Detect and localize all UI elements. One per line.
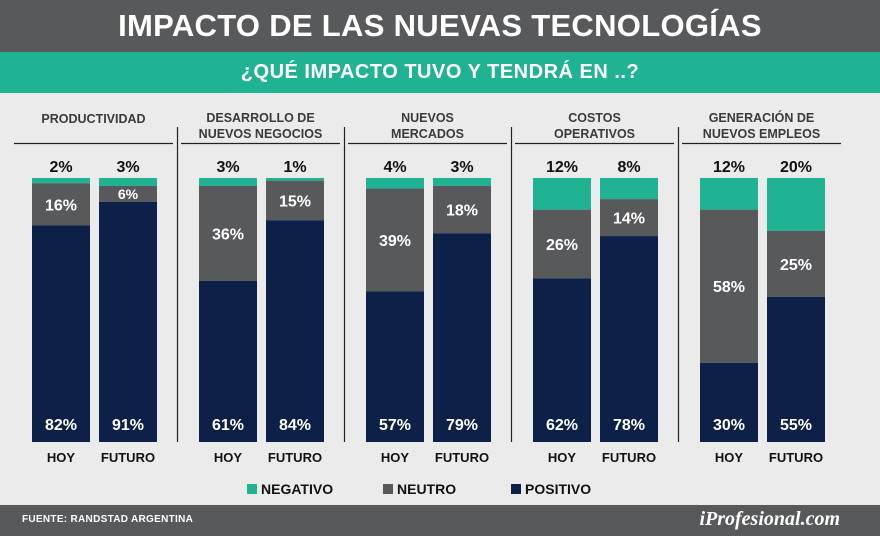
bar-negativo — [700, 178, 758, 210]
bar-negativo — [32, 178, 90, 184]
label-positivo: 91% — [112, 417, 144, 434]
label-negativo: 20% — [780, 159, 812, 176]
legend-label: NEUTRO — [397, 481, 456, 497]
label-neutro: 16% — [45, 197, 77, 214]
label-neutro: 25% — [780, 257, 812, 274]
label-negativo: 2% — [49, 159, 72, 176]
bar-negativo — [99, 178, 157, 186]
bar-neutro — [600, 199, 658, 237]
category-label: FUTURO — [435, 450, 489, 465]
chart-title: IMPACTO DE LAS NUEVAS TECNOLOGÍAS — [118, 8, 762, 43]
label-neutro: 6% — [118, 186, 139, 202]
panel-title: PRODUCTIVIDAD — [41, 112, 145, 126]
label-neutro: 26% — [546, 237, 578, 254]
source-note: FUENTE: RANDSTAD ARGENTINA — [22, 514, 194, 525]
bar-neutro — [767, 230, 825, 297]
label-negativo: 1% — [283, 159, 306, 176]
category-label: HOY — [715, 450, 744, 465]
category-label: FUTURO — [268, 450, 322, 465]
category-label: FUTURO — [101, 450, 155, 465]
label-positivo: 79% — [446, 417, 478, 434]
label-positivo: 61% — [212, 417, 244, 434]
label-neutro: 14% — [613, 211, 645, 228]
label-negativo: 12% — [546, 159, 578, 176]
chart-subtitle: ¿QUÉ IMPACTO TUVO Y TENDRÁ EN ..? — [240, 61, 640, 83]
label-neutro: 58% — [713, 279, 745, 296]
label-neutro: 36% — [212, 226, 244, 243]
label-negativo: 4% — [383, 159, 406, 176]
bar-negativo — [366, 178, 424, 189]
label-negativo: 3% — [450, 159, 473, 176]
label-positivo: 55% — [780, 417, 812, 434]
label-positivo: 62% — [546, 417, 578, 434]
label-positivo: 84% — [279, 417, 311, 434]
panel-title: NUEVOS EMPLEOS — [703, 127, 820, 141]
label-neutro: 15% — [279, 193, 311, 210]
bar-negativo — [433, 178, 491, 186]
bar-neutro — [32, 183, 90, 226]
legend-swatch — [383, 484, 393, 494]
bar-positivo — [600, 236, 658, 442]
bar-negativo — [199, 178, 257, 186]
bar-negativo — [266, 178, 324, 181]
bar-positivo — [266, 220, 324, 442]
panel-title: DESARROLLO DE — [206, 111, 314, 125]
category-label: HOY — [548, 450, 577, 465]
bar-neutro — [533, 209, 591, 279]
bar-positivo — [366, 291, 424, 442]
bar-positivo — [99, 201, 157, 442]
subtitle-banner: ¿QUÉ IMPACTO TUVO Y TENDRÁ EN ..? — [0, 52, 880, 93]
panel-title: COSTOS — [568, 111, 621, 125]
category-label: HOY — [381, 450, 410, 465]
panel-title: NUEVOS NEGOCIOS — [199, 127, 323, 141]
label-neutro: 18% — [446, 203, 478, 220]
panel-title: MERCADOS — [391, 127, 464, 141]
legend-swatch — [247, 484, 257, 494]
bar-neutro — [433, 185, 491, 234]
label-negativo: 3% — [216, 159, 239, 176]
category-label: FUTURO — [602, 450, 656, 465]
legend-swatch — [511, 484, 521, 494]
label-negativo: 3% — [116, 159, 139, 176]
label-positivo: 57% — [379, 417, 411, 434]
label-positivo: 82% — [45, 417, 77, 434]
legend-label: POSITIVO — [525, 481, 591, 497]
bar-positivo — [199, 280, 257, 442]
category-label: HOY — [47, 450, 76, 465]
footer-bar: FUENTE: RANDSTAD ARGENTINA iProfesional.… — [0, 505, 880, 536]
bar-positivo — [32, 225, 90, 442]
bar-positivo — [433, 233, 491, 442]
brand-logo: iProfesional.com — [699, 508, 840, 530]
panel-title: NUEVOS — [401, 111, 454, 125]
bar-positivo — [533, 278, 591, 442]
bar-positivo — [767, 296, 825, 442]
label-positivo: 30% — [713, 417, 745, 434]
bar-positivo — [700, 362, 758, 442]
bar-neutro — [700, 209, 758, 363]
label-positivo: 78% — [613, 417, 645, 434]
category-label: FUTURO — [769, 450, 823, 465]
legend-label: NEGATIVO — [261, 481, 333, 497]
label-negativo: 12% — [713, 159, 745, 176]
label-negativo: 8% — [617, 159, 640, 176]
bar-negativo — [533, 178, 591, 210]
label-neutro: 39% — [379, 233, 411, 250]
bar-neutro — [99, 185, 157, 202]
bar-neutro — [199, 185, 257, 281]
category-label: HOY — [214, 450, 243, 465]
stacked-bar-chart: PRODUCTIVIDAD 2% 16% 82% HOY 3% 6% 91% FUTURO DES… — [14, 110, 841, 497]
bar-negativo — [767, 178, 825, 231]
title-banner: IMPACTO DE LAS NUEVAS TECNOLOGÍAS — [0, 0, 880, 52]
bar-negativo — [600, 178, 658, 200]
panel-title: GENERACIÓN DE — [709, 110, 815, 125]
bar-neutro — [366, 188, 424, 292]
panel-title: OPERATIVOS — [554, 127, 635, 141]
bar-neutro — [266, 180, 324, 221]
